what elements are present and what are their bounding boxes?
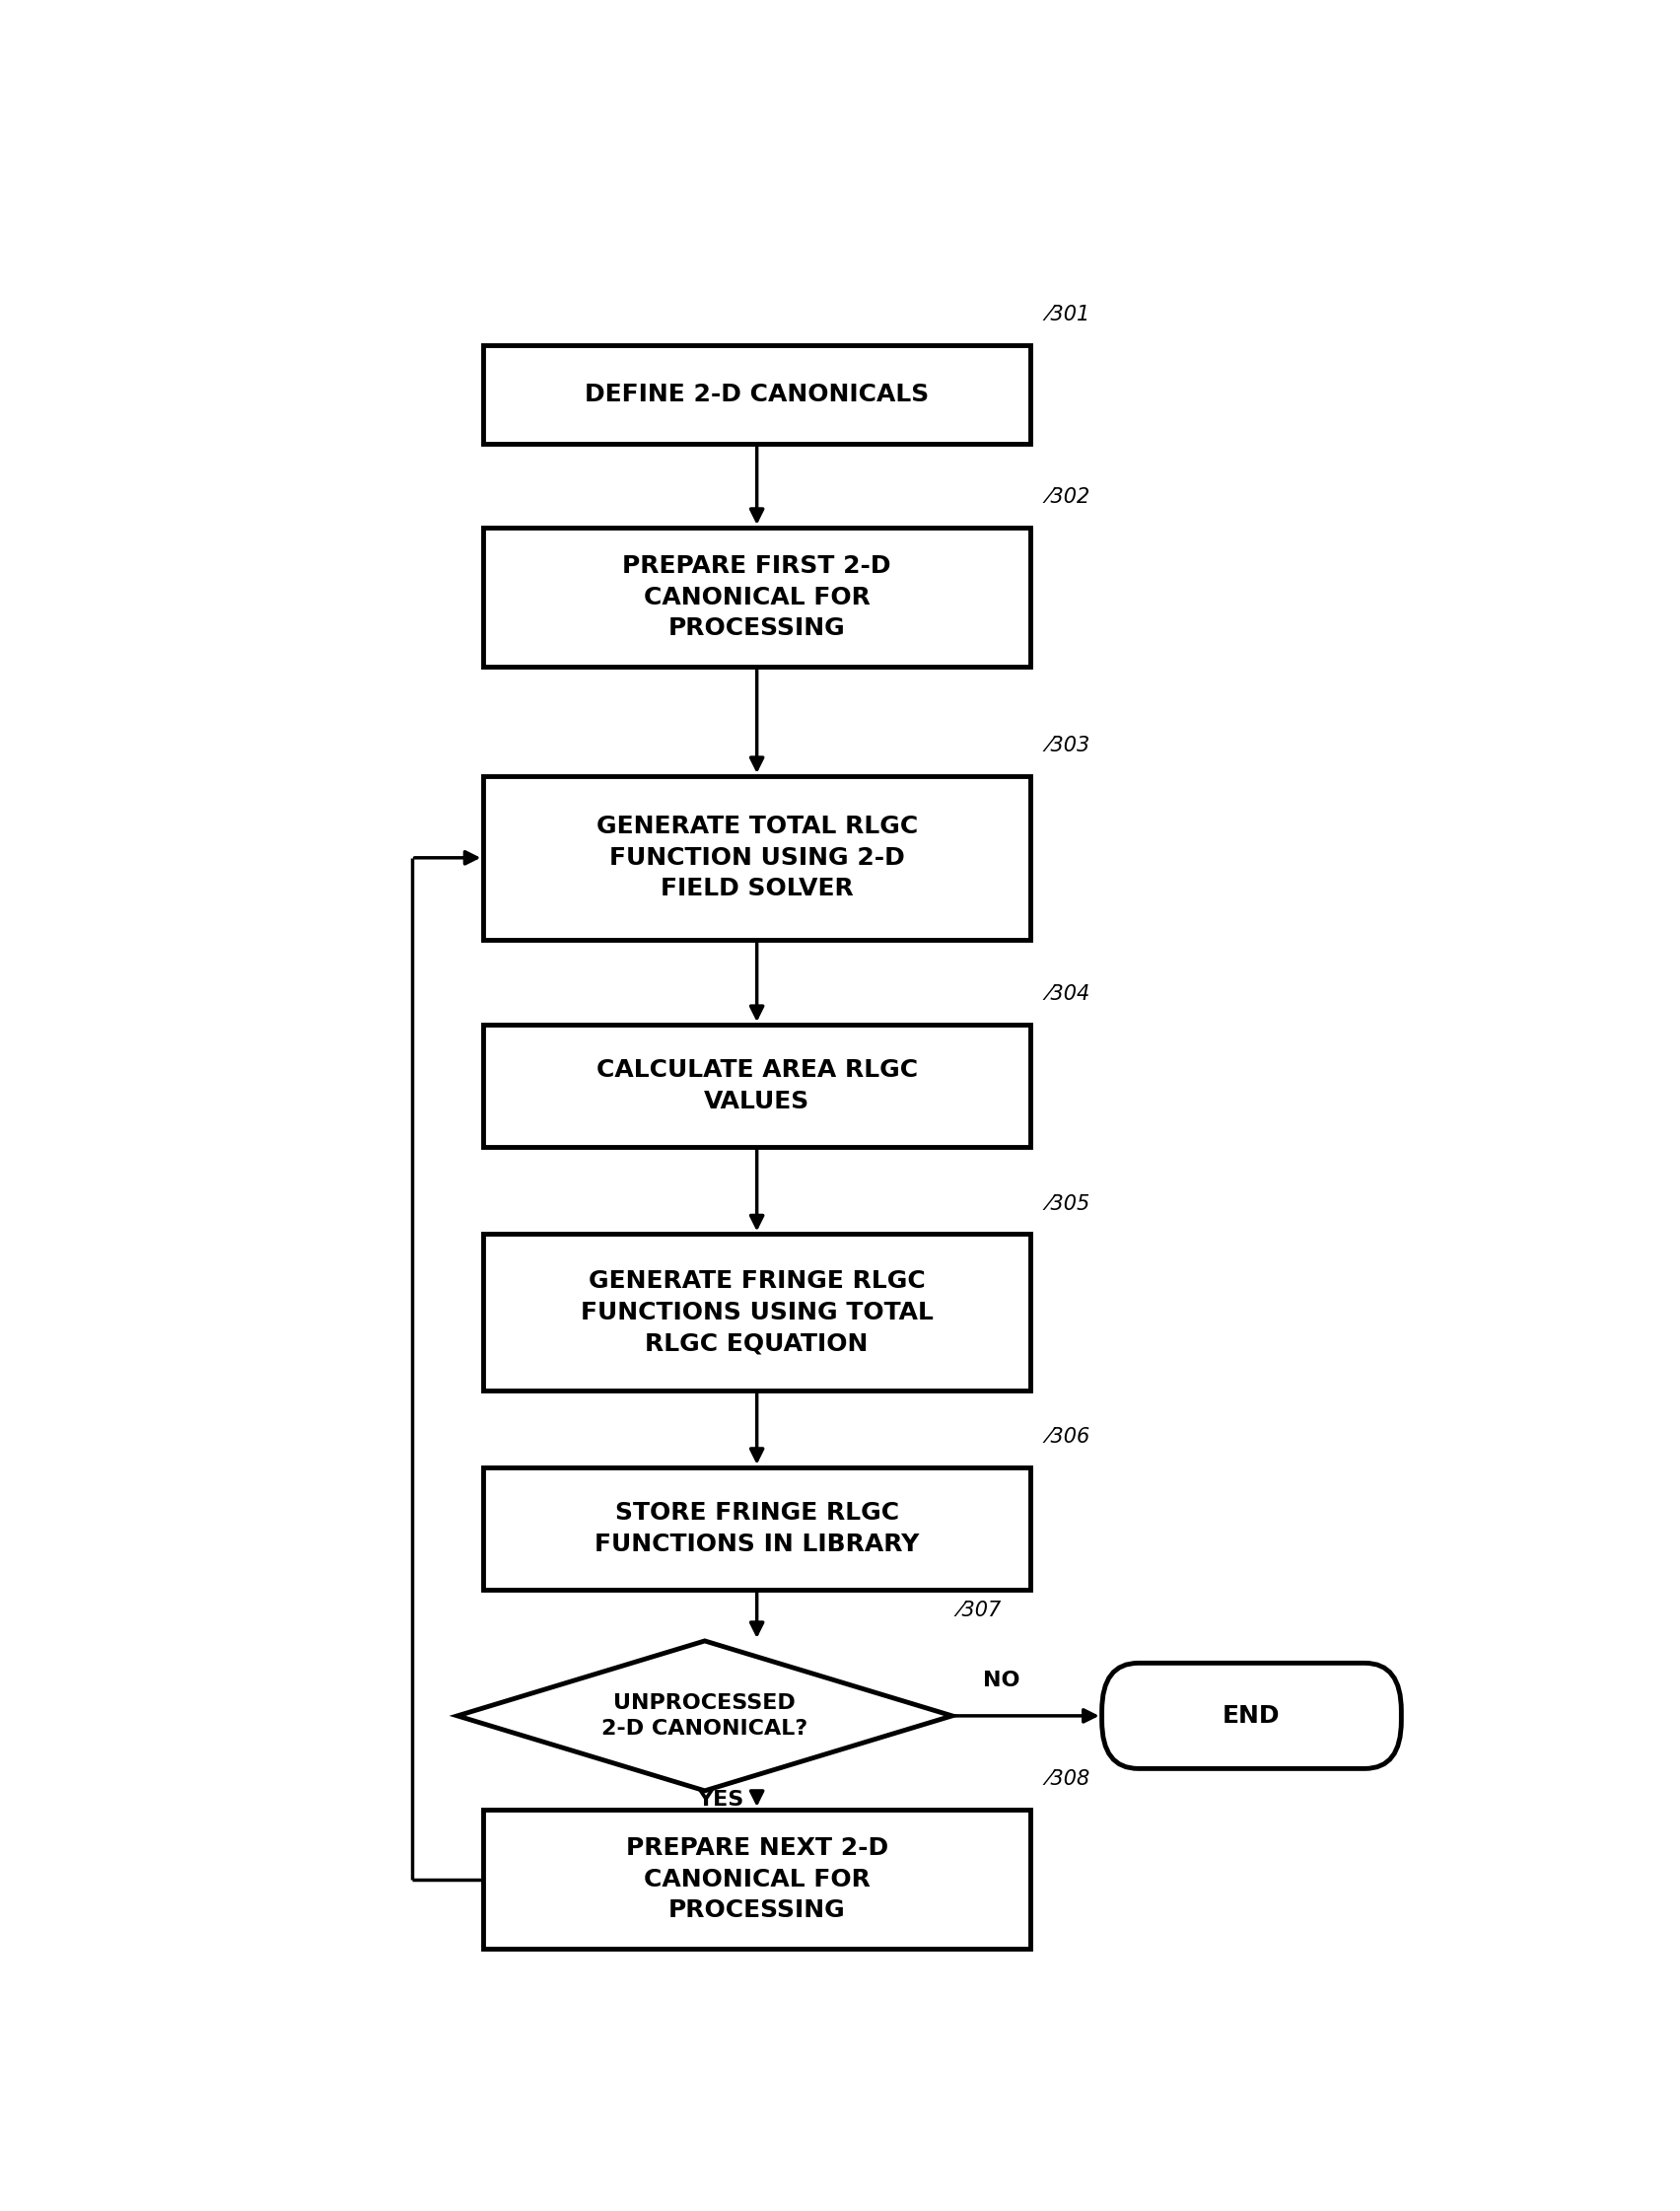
- Text: YES: YES: [697, 1791, 744, 1811]
- FancyBboxPatch shape: [484, 1024, 1030, 1148]
- Text: DEFINE 2-D CANONICALS: DEFINE 2-D CANONICALS: [585, 383, 929, 407]
- Text: ⁄305: ⁄305: [1047, 1194, 1090, 1214]
- Polygon shape: [457, 1641, 953, 1791]
- Text: NO: NO: [983, 1672, 1020, 1689]
- FancyBboxPatch shape: [484, 1234, 1030, 1391]
- Text: PREPARE FIRST 2-D
CANONICAL FOR
PROCESSING: PREPARE FIRST 2-D CANONICAL FOR PROCESSI…: [623, 555, 890, 641]
- Text: ⁄307: ⁄307: [959, 1601, 1001, 1621]
- Text: ⁄302: ⁄302: [1047, 486, 1090, 506]
- Text: END: END: [1223, 1705, 1280, 1727]
- Text: STORE FRINGE RLGC
FUNCTIONS IN LIBRARY: STORE FRINGE RLGC FUNCTIONS IN LIBRARY: [595, 1501, 919, 1557]
- FancyBboxPatch shape: [484, 776, 1030, 940]
- Text: ⁄304: ⁄304: [1047, 984, 1090, 1004]
- Text: UNPROCESSED
2-D CANONICAL?: UNPROCESSED 2-D CANONICAL?: [601, 1694, 808, 1738]
- Text: ⁄303: ⁄303: [1047, 736, 1090, 756]
- Text: PREPARE NEXT 2-D
CANONICAL FOR
PROCESSING: PREPARE NEXT 2-D CANONICAL FOR PROCESSIN…: [625, 1837, 889, 1921]
- FancyBboxPatch shape: [484, 345, 1030, 444]
- Text: GENERATE TOTAL RLGC
FUNCTION USING 2-D
FIELD SOLVER: GENERATE TOTAL RLGC FUNCTION USING 2-D F…: [596, 816, 917, 900]
- Text: ⁄301: ⁄301: [1047, 305, 1090, 325]
- Text: CALCULATE AREA RLGC
VALUES: CALCULATE AREA RLGC VALUES: [596, 1059, 917, 1114]
- Text: ⁄308: ⁄308: [1047, 1769, 1090, 1789]
- FancyBboxPatch shape: [1102, 1663, 1401, 1769]
- Text: ⁄306: ⁄306: [1047, 1426, 1090, 1446]
- FancyBboxPatch shape: [484, 528, 1030, 668]
- Text: GENERATE FRINGE RLGC
FUNCTIONS USING TOTAL
RLGC EQUATION: GENERATE FRINGE RLGC FUNCTIONS USING TOT…: [580, 1269, 934, 1355]
- FancyBboxPatch shape: [484, 1468, 1030, 1590]
- FancyBboxPatch shape: [484, 1809, 1030, 1950]
